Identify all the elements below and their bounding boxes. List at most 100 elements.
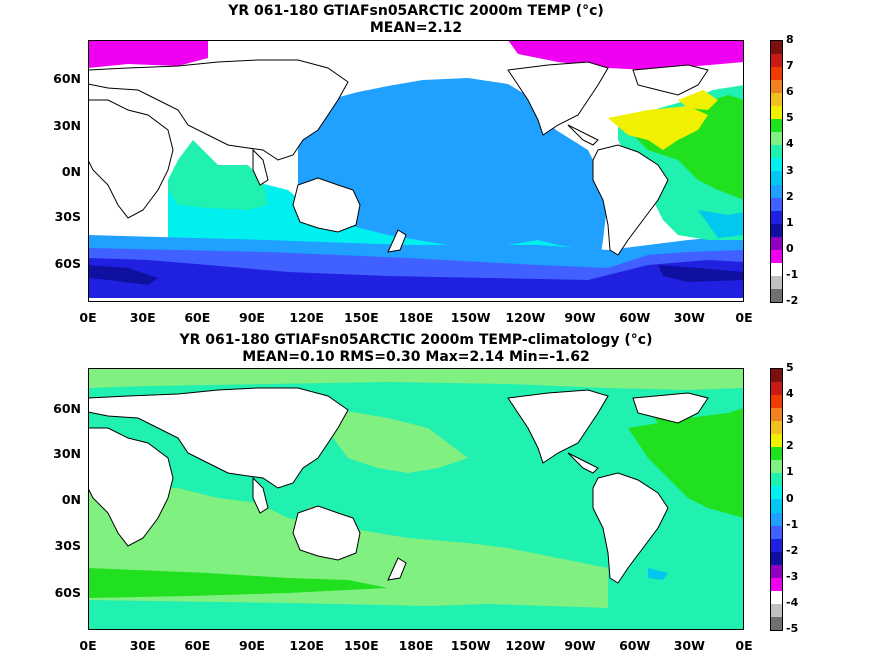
panel1-lon-label: 0E bbox=[79, 310, 97, 325]
panel2-colorbar-tick: -5 bbox=[786, 622, 799, 635]
panel1-colorbar-swatch bbox=[771, 93, 782, 107]
panel1-colorbar-swatch bbox=[771, 171, 782, 185]
panel1-lon-label: 150W bbox=[450, 310, 491, 325]
panel1-colorbar-swatch bbox=[771, 262, 782, 276]
panel1-subtitle: MEAN=2.12 bbox=[369, 20, 463, 36]
panel1-colorbar-tick: 0 bbox=[786, 241, 794, 255]
panel1-title: YR 061-180 GTIAFsn05ARCTIC 2000m TEMP (°… bbox=[228, 3, 604, 19]
panel1-colorbar-tick: 8 bbox=[786, 33, 794, 46]
panel1-colorbar-swatch bbox=[771, 249, 782, 263]
panel2-colorbar-swatch bbox=[771, 382, 782, 396]
panel2-colorbar-swatch bbox=[771, 616, 782, 630]
panel2-colorbar-swatch bbox=[771, 525, 782, 539]
panel2-subtitle: MEAN=0.10 RMS=0.30 Max=2.14 Min=-1.62 bbox=[242, 349, 590, 365]
panel2-colorbar-swatch bbox=[771, 603, 782, 617]
panel1-colorbar-swatch bbox=[771, 119, 782, 133]
panel2-colorbar-swatch bbox=[771, 538, 782, 552]
panel1-colorbar-swatch bbox=[771, 275, 782, 289]
panel1-colorbar-swatch bbox=[771, 288, 782, 302]
panel1-colorbar-tick: 7 bbox=[786, 59, 794, 73]
panel1-lat-label: 30N bbox=[53, 118, 81, 133]
panel2-colorbar-tick: 2 bbox=[786, 439, 794, 453]
panel2-colorbar-tick: -1 bbox=[786, 517, 799, 531]
panel1-colorbar-swatch bbox=[771, 67, 782, 81]
panel2-lon-label: 90E bbox=[239, 638, 265, 653]
panel2-title: YR 061-180 GTIAFsn05ARCTIC 2000m TEMP-cl… bbox=[179, 332, 653, 348]
panel1-lon-label: 120W bbox=[505, 310, 546, 325]
panel2-colorbar-tick: -4 bbox=[786, 595, 799, 609]
panel1-lon-label: 120E bbox=[289, 310, 324, 325]
panel2-lon-label: 120E bbox=[289, 638, 324, 653]
panel2-colorbar-swatch bbox=[771, 434, 782, 448]
panel2-colorbar-swatch bbox=[771, 551, 782, 565]
panel2-lat-label: 0N bbox=[61, 492, 81, 507]
panel2-colorbar-tick: 0 bbox=[786, 491, 794, 505]
panel1-colorbar-swatch bbox=[771, 132, 782, 146]
panel2-lon-label: 150E bbox=[344, 638, 379, 653]
panel2-lon-label: 150W bbox=[450, 638, 491, 653]
panel2-lat-label: 30S bbox=[54, 538, 81, 553]
panel2-lat-label: 60S bbox=[54, 585, 81, 600]
panel2-colorbar-swatch bbox=[771, 408, 782, 422]
panel1-lon-label: 30E bbox=[129, 310, 156, 325]
panel2-colorbar-swatch bbox=[771, 395, 782, 409]
panel2-colorbar-swatch bbox=[771, 447, 782, 461]
panel2-colorbar-swatch bbox=[771, 499, 782, 513]
panel2-colorbar-swatch bbox=[771, 564, 782, 578]
panel2-colorbar-swatch bbox=[771, 486, 782, 500]
panel2-colorbar-swatch bbox=[771, 460, 782, 474]
panel2-colorbar-swatch bbox=[771, 369, 782, 383]
panel2-colorbar-tick: 5 bbox=[786, 361, 794, 374]
panel1-colorbar-swatch bbox=[771, 54, 782, 68]
panel1-colorbar-tick: 3 bbox=[786, 163, 794, 177]
panel1-colorbar-swatch bbox=[771, 223, 782, 237]
panel2-lat-label: 60N bbox=[53, 401, 81, 416]
panel1-colorbar-swatch bbox=[771, 184, 782, 198]
panel1-colorbar bbox=[770, 40, 783, 303]
panel2-colorbar-tick: -2 bbox=[786, 543, 799, 557]
panel1-lat-label: 30S bbox=[54, 209, 81, 224]
panel1-lon-label: 180E bbox=[398, 310, 434, 325]
panel1-colorbar-swatch bbox=[771, 197, 782, 211]
panel1-lon-label: 90E bbox=[239, 310, 265, 325]
panel1-map bbox=[88, 40, 744, 302]
panel1-lon-label: 60W bbox=[619, 310, 651, 325]
panel1-lat-label: 60S bbox=[54, 256, 81, 271]
panel2-lon-label: 60E bbox=[184, 638, 211, 653]
panel2-colorbar-swatch bbox=[771, 590, 782, 604]
panel1-colorbar-swatch bbox=[771, 145, 782, 159]
panel1-colorbar-tick: 6 bbox=[786, 85, 794, 99]
panel1-colorbar-swatch bbox=[771, 41, 782, 55]
panel2-colorbar-tick: 1 bbox=[786, 465, 794, 479]
panel1-lat-label: 0N bbox=[61, 164, 81, 179]
panel2-colorbar-tick: -3 bbox=[786, 569, 799, 583]
panel2-lon-label: 180E bbox=[398, 638, 434, 653]
panel2-lon-label: 30W bbox=[673, 638, 705, 653]
panel1-lon-label: 150E bbox=[344, 310, 379, 325]
panel1-colorbar-tick: 5 bbox=[786, 111, 794, 125]
panel1-colorbar-tick: 1 bbox=[786, 215, 794, 229]
panel2-lon-label: 0E bbox=[79, 638, 97, 653]
panel2-map bbox=[88, 368, 744, 630]
panel1-lon-label: 30W bbox=[673, 310, 705, 325]
panel2-lon-label: 0E bbox=[735, 638, 753, 653]
panel1-colorbar-swatch bbox=[771, 158, 782, 172]
panel2-colorbar-swatch bbox=[771, 577, 782, 591]
panel2-colorbar-tick: 3 bbox=[786, 413, 794, 427]
panel1-colorbar-tick: -2 bbox=[786, 294, 799, 307]
panel1-colorbar-tick: 4 bbox=[786, 137, 794, 151]
panel2-lon-label: 90W bbox=[564, 638, 596, 653]
panel2-lon-label: 60W bbox=[619, 638, 651, 653]
panel1-lat-label: 60N bbox=[53, 71, 81, 86]
panel1-colorbar-swatch bbox=[771, 80, 782, 94]
panel2-lon-label: 120W bbox=[505, 638, 546, 653]
panel1-colorbar-swatch bbox=[771, 210, 782, 224]
panel2-colorbar-swatch bbox=[771, 512, 782, 526]
panel2-colorbar-swatch bbox=[771, 421, 782, 435]
panel1-lon-label: 60E bbox=[184, 310, 211, 325]
panel2-lat-label: 30N bbox=[53, 446, 81, 461]
panel1-colorbar-swatch bbox=[771, 236, 782, 250]
panel1-lon-label: 0E bbox=[735, 310, 753, 325]
panel2-lon-label: 30E bbox=[129, 638, 156, 653]
panel2-colorbar bbox=[770, 368, 783, 631]
